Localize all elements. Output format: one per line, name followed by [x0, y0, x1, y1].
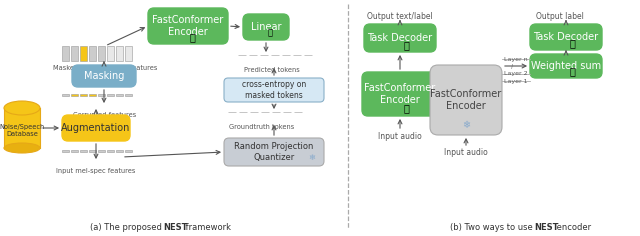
Bar [107, 46, 114, 61]
Bar [89, 150, 96, 152]
Text: encoder: encoder [554, 223, 591, 232]
Text: Layer 2: Layer 2 [504, 72, 527, 76]
Bar [116, 150, 123, 152]
Text: 🔥: 🔥 [189, 32, 195, 42]
Bar [98, 46, 105, 61]
Bar [62, 94, 69, 96]
Text: Masking: Masking [84, 71, 124, 81]
Text: Output text/label: Output text/label [367, 12, 433, 21]
Text: Groundtruth tokens: Groundtruth tokens [229, 124, 294, 130]
Text: FastConformer
Encoder: FastConformer Encoder [152, 15, 223, 37]
Text: 🔥: 🔥 [268, 29, 273, 38]
Bar [107, 94, 114, 96]
Bar [89, 46, 96, 61]
Bar [116, 46, 123, 61]
Text: Input audio: Input audio [378, 132, 422, 141]
Text: cross-entropy on
masked tokens: cross-entropy on masked tokens [242, 80, 306, 100]
Text: Augmentation: Augmentation [61, 123, 131, 133]
FancyBboxPatch shape [430, 65, 502, 135]
FancyBboxPatch shape [364, 24, 436, 52]
Text: Layer n: Layer n [504, 56, 527, 62]
Text: ❄: ❄ [462, 120, 470, 130]
Bar [98, 150, 105, 152]
Text: Output label: Output label [536, 12, 584, 21]
Bar [80, 150, 87, 152]
Text: Masked and corrupted features: Masked and corrupted features [53, 65, 157, 71]
Bar [125, 46, 132, 61]
Text: (a) The proposed: (a) The proposed [90, 223, 164, 232]
Bar [80, 46, 87, 61]
Text: framework: framework [183, 223, 231, 232]
Text: Corrupted features: Corrupted features [74, 112, 136, 118]
Text: Noise/Speech
Database: Noise/Speech Database [0, 125, 45, 138]
Bar [62, 150, 69, 152]
Text: Layer 1: Layer 1 [504, 79, 527, 84]
Bar [116, 94, 123, 96]
Bar [89, 94, 96, 96]
Bar [71, 150, 78, 152]
Bar [71, 94, 78, 96]
Text: NEST: NEST [163, 223, 188, 232]
Text: 🔥: 🔥 [569, 66, 575, 76]
Text: 🔥: 🔥 [403, 103, 409, 113]
Text: Weighted sum: Weighted sum [531, 61, 601, 71]
FancyBboxPatch shape [224, 138, 324, 166]
Bar [107, 150, 114, 152]
FancyBboxPatch shape [362, 72, 438, 116]
Bar [125, 150, 132, 152]
Text: 🔥: 🔥 [569, 38, 575, 48]
Text: Linear: Linear [251, 22, 281, 32]
FancyBboxPatch shape [148, 8, 228, 44]
FancyBboxPatch shape [530, 54, 602, 78]
Text: NEST: NEST [534, 223, 559, 232]
Text: ❄: ❄ [308, 152, 316, 161]
Ellipse shape [4, 143, 40, 153]
FancyBboxPatch shape [243, 14, 289, 40]
Text: Random Projection
Quantizer: Random Projection Quantizer [234, 142, 314, 162]
Text: (b) Two ways to use: (b) Two ways to use [450, 223, 536, 232]
FancyBboxPatch shape [62, 115, 130, 141]
Text: Task Decoder: Task Decoder [533, 32, 598, 42]
Text: Predicted tokens: Predicted tokens [244, 67, 300, 73]
Ellipse shape [4, 101, 40, 115]
FancyBboxPatch shape [224, 78, 324, 102]
Bar [62, 46, 69, 61]
Text: l: l [511, 64, 513, 70]
Text: FastConformer
Encoder: FastConformer Encoder [430, 89, 502, 111]
Text: Input mel-spec features: Input mel-spec features [56, 168, 136, 174]
Bar [71, 46, 78, 61]
Text: FastConformer
Encoder: FastConformer Encoder [364, 83, 436, 105]
Text: Task Decoder: Task Decoder [367, 33, 433, 43]
FancyBboxPatch shape [72, 65, 136, 87]
Bar [98, 94, 105, 96]
Bar [125, 94, 132, 96]
FancyBboxPatch shape [530, 24, 602, 50]
Text: 🔥: 🔥 [403, 40, 409, 50]
Text: Input audio: Input audio [444, 148, 488, 157]
Bar [80, 94, 87, 96]
